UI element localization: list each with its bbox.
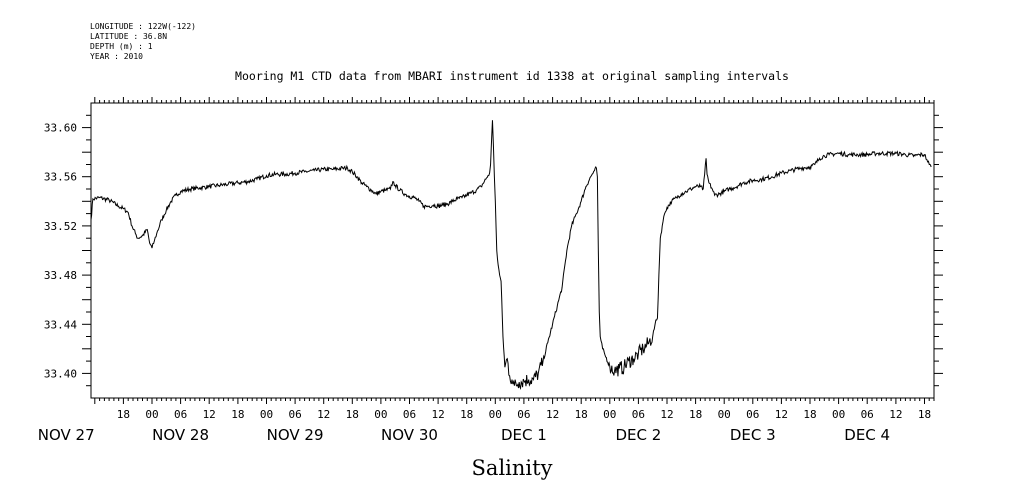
x-hour-label: 18: [460, 408, 473, 421]
y-tick-label: 33.48: [44, 269, 77, 282]
plot-frame: [90, 102, 935, 399]
x-hour-label: 00: [145, 408, 158, 421]
depth-label: DEPTH (m) : 1: [90, 42, 153, 51]
x-hour-label: 12: [431, 408, 444, 421]
x-hour-label: 06: [403, 408, 416, 421]
x-tick-labels: 18 00 06 12 18 00 06 12 18 00 06 12 18 00 06 12 18 00 06 12…: [117, 408, 931, 421]
y-tick-labels: 33.40 33.44 33.48 33.52 33.56 33.60: [44, 122, 77, 381]
axis-ticks: [82, 97, 943, 404]
x-hour-label: 18: [575, 408, 588, 421]
longitude-label: LONGITUDE : 122W(-122): [90, 22, 196, 31]
x-day-label: NOV 29: [267, 426, 324, 444]
x-day-label: NOV 28: [152, 426, 209, 444]
year-label: YEAR : 2010: [90, 52, 143, 61]
salinity-series-line: [90, 120, 932, 390]
chart-title: Mooring M1 CTD data from MBARI instrumen…: [235, 69, 789, 83]
x-hour-label: 06: [861, 408, 874, 421]
x-hour-label: 00: [832, 408, 845, 421]
x-day-label: DEC 1: [501, 426, 547, 444]
x-hour-label: 18: [918, 408, 931, 421]
x-hour-label: 00: [603, 408, 616, 421]
x-hour-label: 12: [317, 408, 330, 421]
x-day-label: DEC 2: [615, 426, 661, 444]
y-tick-label: 33.56: [44, 171, 77, 184]
x-axis-label: Salinity: [472, 456, 553, 480]
station-metadata: LONGITUDE : 122W(-122) LATITUDE : 36.8N …: [90, 22, 196, 62]
x-hour-label: 00: [489, 408, 502, 421]
x-hour-label: 12: [775, 408, 788, 421]
x-day-label: NOV 27: [38, 426, 95, 444]
y-tick-label: 33.44: [44, 318, 77, 331]
x-hour-label: 18: [117, 408, 130, 421]
x-hour-label: 06: [174, 408, 187, 421]
y-tick-label: 33.40: [44, 367, 77, 380]
x-hour-label: 00: [718, 408, 731, 421]
x-hour-label: 06: [632, 408, 645, 421]
x-day-label: DEC 4: [844, 426, 890, 444]
x-hour-label: 18: [689, 408, 702, 421]
day-labels: NOV 27 NOV 28 NOV 29 NOV 30 DEC 1 DEC 2 DEC 3 D…: [38, 426, 890, 444]
x-hour-label: 18: [231, 408, 244, 421]
x-hour-label: 12: [889, 408, 902, 421]
x-hour-label: 06: [746, 408, 759, 421]
x-hour-label: 18: [803, 408, 816, 421]
y-tick-label: 33.60: [44, 122, 77, 135]
x-hour-label: 12: [660, 408, 673, 421]
x-hour-label: 06: [517, 408, 530, 421]
x-day-label: NOV 30: [381, 426, 438, 444]
x-hour-label: 12: [203, 408, 216, 421]
x-day-label: DEC 3: [730, 426, 776, 444]
x-hour-label: 12: [546, 408, 559, 421]
y-tick-label: 33.52: [44, 220, 77, 233]
x-hour-label: 18: [346, 408, 359, 421]
x-hour-label: 06: [288, 408, 301, 421]
latitude-label: LATITUDE : 36.8N: [90, 32, 168, 41]
x-hour-label: 00: [260, 408, 273, 421]
x-hour-label: 00: [374, 408, 387, 421]
